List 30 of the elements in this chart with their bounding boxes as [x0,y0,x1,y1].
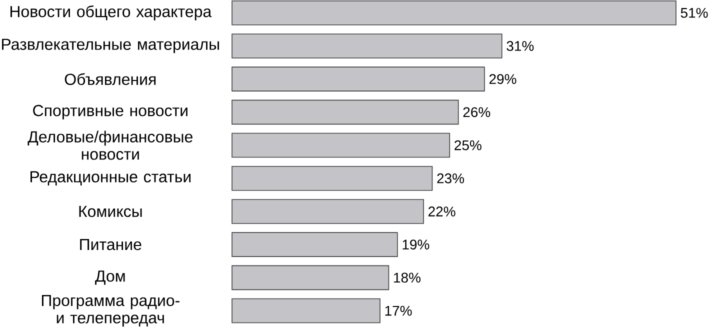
y-tick-label: Новости общего характера [10,5,212,20]
bar [232,66,485,92]
y-tick-label: Питание [80,238,142,250]
bar [232,166,433,191]
bar [232,199,424,224]
bar [232,265,390,290]
data-label: 51% [680,8,708,18]
y-tick-label: Спортивные новости [33,104,188,120]
y-tick-label: Деловые/финансовые новости [28,130,192,160]
data-label: 26% [463,107,490,118]
data-label: 29% [489,74,516,84]
y-tick-label: Комиксы [79,206,142,218]
data-label: 22% [428,206,456,216]
bar [232,100,459,125]
data-label: 31% [506,41,534,51]
data-label: 19% [402,240,430,250]
y-tick-label: Объявления [64,73,156,86]
bar [232,34,502,58]
bar [232,298,380,324]
y-tick-label: Программа радио- и телепередач [42,294,180,327]
y-tick-label: Дом [95,270,125,285]
y-tick-label: Редакционные статьи [30,171,191,186]
data-label: 25% [454,140,482,150]
data-label: 23% [437,173,464,184]
y-tick-label: Развлекательные материалы [2,38,219,54]
bar [232,232,398,257]
bar [232,132,450,158]
data-label: 18% [394,272,420,283]
data-label: 17% [385,306,412,316]
bar [232,0,676,26]
